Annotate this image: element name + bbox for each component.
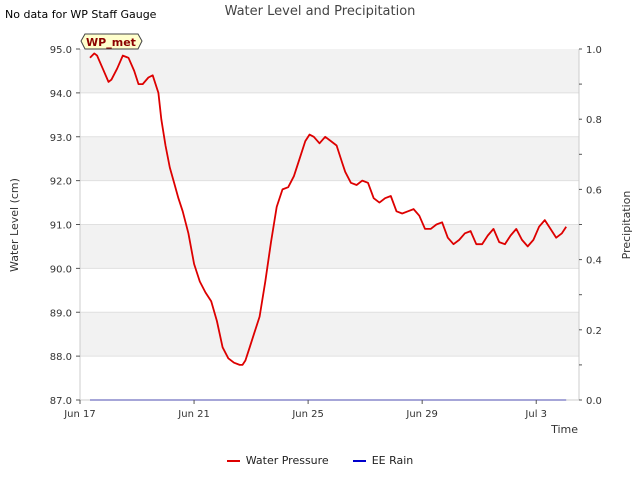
plot-band (80, 268, 579, 313)
wp-met-annotation: WP_met (80, 33, 143, 50)
y-tick-label: 93.0 (50, 133, 72, 144)
y-tick-label: 88.0 (50, 352, 72, 363)
plot-bands (80, 49, 579, 401)
y-tick-label: 92.0 (50, 177, 72, 188)
y-right-tick-label: 0.6 (586, 185, 602, 196)
right-tick-labels: 0.0 0.2 0.4 0.6 0.8 1.0 (579, 45, 602, 407)
chart-title: Water Level and Precipitation (224, 4, 416, 19)
y-right-tick-label: 0.4 (586, 256, 602, 267)
legend-item-water-pressure: Water Pressure (226, 454, 329, 467)
y-tick-label: 94.0 (50, 89, 72, 100)
no-data-note: No data for WP Staff Gauge (5, 8, 157, 21)
y-tick-label: 90.0 (50, 264, 72, 275)
y-tick-label: 89.0 (50, 308, 72, 319)
legend-label-water-pressure: Water Pressure (245, 454, 329, 467)
x-tick-label: Jun 25 (291, 409, 324, 420)
y-axis-label: Water Level (cm) (8, 178, 21, 272)
legend-label-ee-rain: EE Rain (371, 454, 414, 467)
series-line-water-pressure (89, 52, 567, 366)
plot-band (80, 49, 579, 93)
legend-swatch-water-pressure (226, 459, 240, 462)
y-right-axis-label: Precipitation (620, 191, 633, 260)
x-tick-labels: Jun 17 Jun 21 Jun 25 Jun 29 Jul 3 (63, 400, 547, 420)
x-tick-label: Jun 17 (63, 409, 96, 420)
y-tick-label: 87.0 (50, 396, 72, 407)
left-tick-labels: 87.0 88.0 89.0 90.0 91.0 92.0 93.0 94.0 95.0 (50, 45, 80, 407)
plot-band (80, 312, 579, 357)
y-right-tick-label: 0.8 (586, 115, 602, 126)
legend-item-ee-rain: EE Rain (352, 454, 414, 467)
annotation-box (80, 33, 143, 50)
x-axis-label: Time (550, 423, 578, 436)
legend: Water Pressure EE Rain (0, 454, 640, 467)
y-tick-label: 91.0 (50, 221, 72, 232)
y-tick-label: 95.0 (50, 45, 72, 56)
plot-band (80, 136, 579, 181)
plot-band (80, 180, 579, 225)
y-right-tick-label: 1.0 (586, 45, 602, 56)
plot-band (80, 224, 579, 269)
annotation-label: WP_met (86, 36, 136, 49)
legend-swatch-ee-rain (352, 459, 366, 462)
y-right-tick-label: 0.2 (586, 326, 602, 337)
plot-band (80, 92, 579, 137)
plot-band (80, 356, 579, 400)
x-tick-label: Jun 29 (405, 409, 438, 420)
x-tick-label: Jul 3 (524, 409, 547, 420)
x-tick-label: Jun 21 (177, 409, 210, 420)
y-right-tick-label: 0.0 (586, 396, 602, 407)
